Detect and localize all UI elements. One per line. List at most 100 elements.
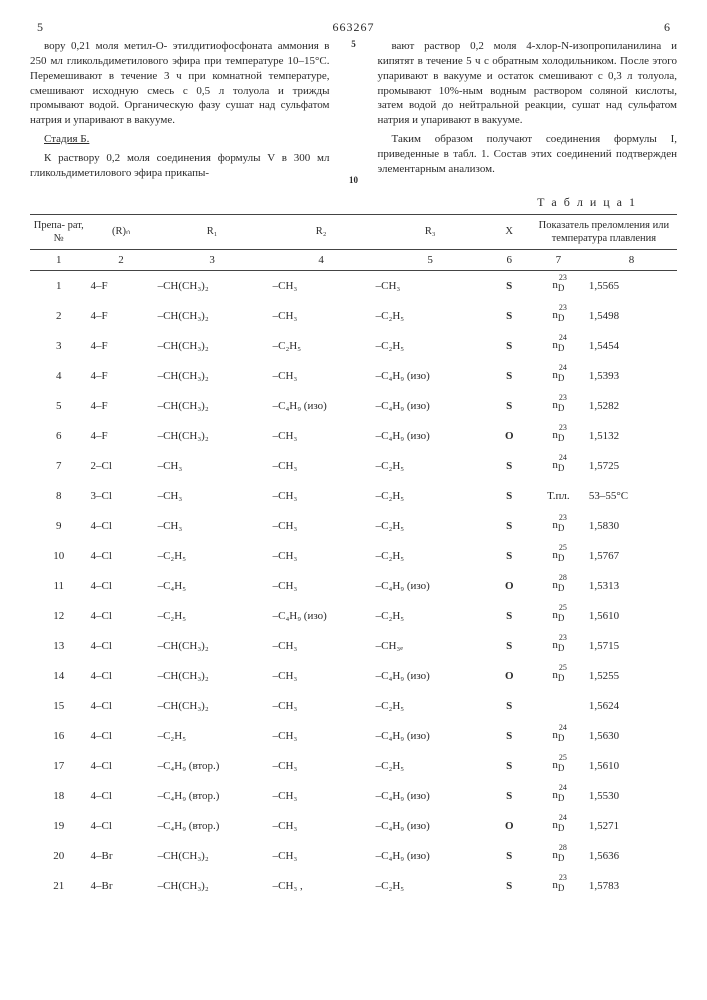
cell: –CH₃ (270, 721, 373, 751)
cell: –CH₃ (270, 841, 373, 871)
cell: –CH₃ (270, 661, 373, 691)
table-row: 34–F–CH(CH₃)₂–C₂H₅–C₂H₅Sn24D1,5454 (30, 331, 677, 361)
stage-text: Стадия Б. (44, 133, 89, 145)
gutter-10: 10 (349, 175, 358, 185)
cell: S (488, 511, 531, 541)
thn-4: 4 (270, 249, 373, 270)
cell: –CH(CH₃)₂ (155, 391, 270, 421)
cell: 19 (30, 811, 88, 841)
thn-8: 8 (586, 249, 677, 270)
cell: S (488, 541, 531, 571)
table-row: 214–Br–CH(CH₃)₂–CH₃ ,–C₂H₅Sn23D1,5783 (30, 871, 677, 901)
cell: 15 (30, 691, 88, 721)
cell: –C₄H₉ (изо) (373, 841, 488, 871)
cell-value: 53–55°C (586, 481, 677, 511)
cell: O (488, 571, 531, 601)
cell: –C₂H₅ (155, 721, 270, 751)
cell: –C₄H₉ (втор.) (155, 781, 270, 811)
left-column: вору 0,21 моля метил-О- этилдитиофосфона… (30, 39, 330, 185)
cell-value: 1,5636 (586, 841, 677, 871)
table-row: 134–Cl–CH(CH₃)₂–CH₃–CH₃ₑSn23D1,5715 (30, 631, 677, 661)
cell: –CH₃ (270, 541, 373, 571)
th-rn: (R)ₙ (88, 214, 155, 249)
cell: 4–Cl (88, 511, 155, 541)
cell-nd: n25D (531, 661, 586, 691)
cell-nd: n24D (531, 361, 586, 391)
cell: S (488, 270, 531, 301)
cell: –CH₃ (270, 270, 373, 301)
cell: –C₂H₅ (373, 331, 488, 361)
cell: 4–F (88, 331, 155, 361)
cell: S (488, 601, 531, 631)
cell: 4–Cl (88, 721, 155, 751)
cell-nd: n23D (531, 391, 586, 421)
cell: –C₄H₉ (изо) (373, 781, 488, 811)
cell-value: 1,5630 (586, 721, 677, 751)
cell-nd: n24D (531, 721, 586, 751)
cell: S (488, 451, 531, 481)
cell: –C₄H₉ (изо) (373, 391, 488, 421)
cell-value: 1,5725 (586, 451, 677, 481)
cell: –CH₃ (270, 301, 373, 331)
cell: –CH(CH₃)₂ (155, 421, 270, 451)
cell: S (488, 781, 531, 811)
cell: –C₄H₉ (изо) (373, 811, 488, 841)
cell: –CH₃ , (270, 871, 373, 901)
cell: –C₂H₅ (373, 511, 488, 541)
cell: –CH(CH₃)₂ (155, 871, 270, 901)
table-body: 14–F–CH(CH₃)₂–CH₃–CH₃Sn23D1,556524–F–CH(… (30, 270, 677, 901)
cell-nd: n23D (531, 511, 586, 541)
table-row: 164–Cl–C₂H₅–CH₃–C₄H₉ (изо)Sn24D1,5630 (30, 721, 677, 751)
cell: –C₄H₉ (изо) (373, 661, 488, 691)
cell: –CH(CH₃)₂ (155, 631, 270, 661)
cell-nd: n23D (531, 270, 586, 301)
table-row: 204–Br–CH(CH₃)₂–CH₃–C₄H₉ (изо)Sn28D1,563… (30, 841, 677, 871)
right-p1: вают раствор 0,2 моля 4-хлор-N-изопропил… (378, 39, 678, 128)
cell-value: 1,5454 (586, 331, 677, 361)
cell: 4–Cl (88, 541, 155, 571)
cell: 4–Cl (88, 811, 155, 841)
table-row: 194–Cl–C₄H₉ (втор.)–CH₃–C₄H₉ (изо)On24D1… (30, 811, 677, 841)
cell-nd: n28D (531, 841, 586, 871)
cell-nd: n24D (531, 331, 586, 361)
cell: –C₂H₅ (373, 751, 488, 781)
table-row: 44–F–CH(CH₃)₂–CH₃–C₄H₉ (изо)Sn24D1,5393 (30, 361, 677, 391)
cell-nd: n23D (531, 421, 586, 451)
table-row: 124–Cl–C₂H₅–C₄H₉ (изо)–C₂H₅Sn25D1,5610 (30, 601, 677, 631)
cell-nd: n25D (531, 601, 586, 631)
cell: –C₂H₅ (373, 601, 488, 631)
th-r1: R₁ (155, 214, 270, 249)
cell: 10 (30, 541, 88, 571)
table-row: 24–F–CH(CH₃)₂–CH₃–C₂H₅Sn23D1,5498 (30, 301, 677, 331)
cell: –CH(CH₃)₂ (155, 841, 270, 871)
cell: –CH₃ (270, 781, 373, 811)
cell: 2–Cl (88, 451, 155, 481)
th-refindex: Показатель преломления или температура п… (531, 214, 677, 249)
cell: –CH₃ (270, 751, 373, 781)
right-p2: Таким образом получают соединения формул… (378, 132, 678, 177)
doc-number: 663267 (50, 20, 657, 35)
cell: 4–Cl (88, 571, 155, 601)
cell: –C₄H₅ (155, 571, 270, 601)
left-p1: вору 0,21 моля метил-О- этилдитиофосфона… (30, 39, 330, 128)
cell: –C₂H₅ (155, 601, 270, 631)
cell: –C₂H₅ (373, 541, 488, 571)
cell: –CH₃ (270, 481, 373, 511)
cell: –C₂H₅ (373, 301, 488, 331)
cell: 3 (30, 331, 88, 361)
cell: 2 (30, 301, 88, 331)
cell: S (488, 721, 531, 751)
table-row: 184–Cl–C₄H₉ (втор.)–CH₃–C₄H₉ (изо)Sn24D1… (30, 781, 677, 811)
cell: –CH(CH₃)₂ (155, 691, 270, 721)
cell-value: 1,5313 (586, 571, 677, 601)
cell: –C₄H₉ (изо) (270, 391, 373, 421)
thn-3: 3 (155, 249, 270, 270)
cell-value: 1,5610 (586, 601, 677, 631)
thn-1: 1 (30, 249, 88, 270)
cell: 4–Cl (88, 631, 155, 661)
cell-value: 1,5767 (586, 541, 677, 571)
cell: S (488, 331, 531, 361)
table-row: 72–Cl–CH₃–CH₃–C₂H₅Sn24D1,5725 (30, 451, 677, 481)
cell: S (488, 751, 531, 781)
cell: –C₄H₉ (изо) (373, 361, 488, 391)
